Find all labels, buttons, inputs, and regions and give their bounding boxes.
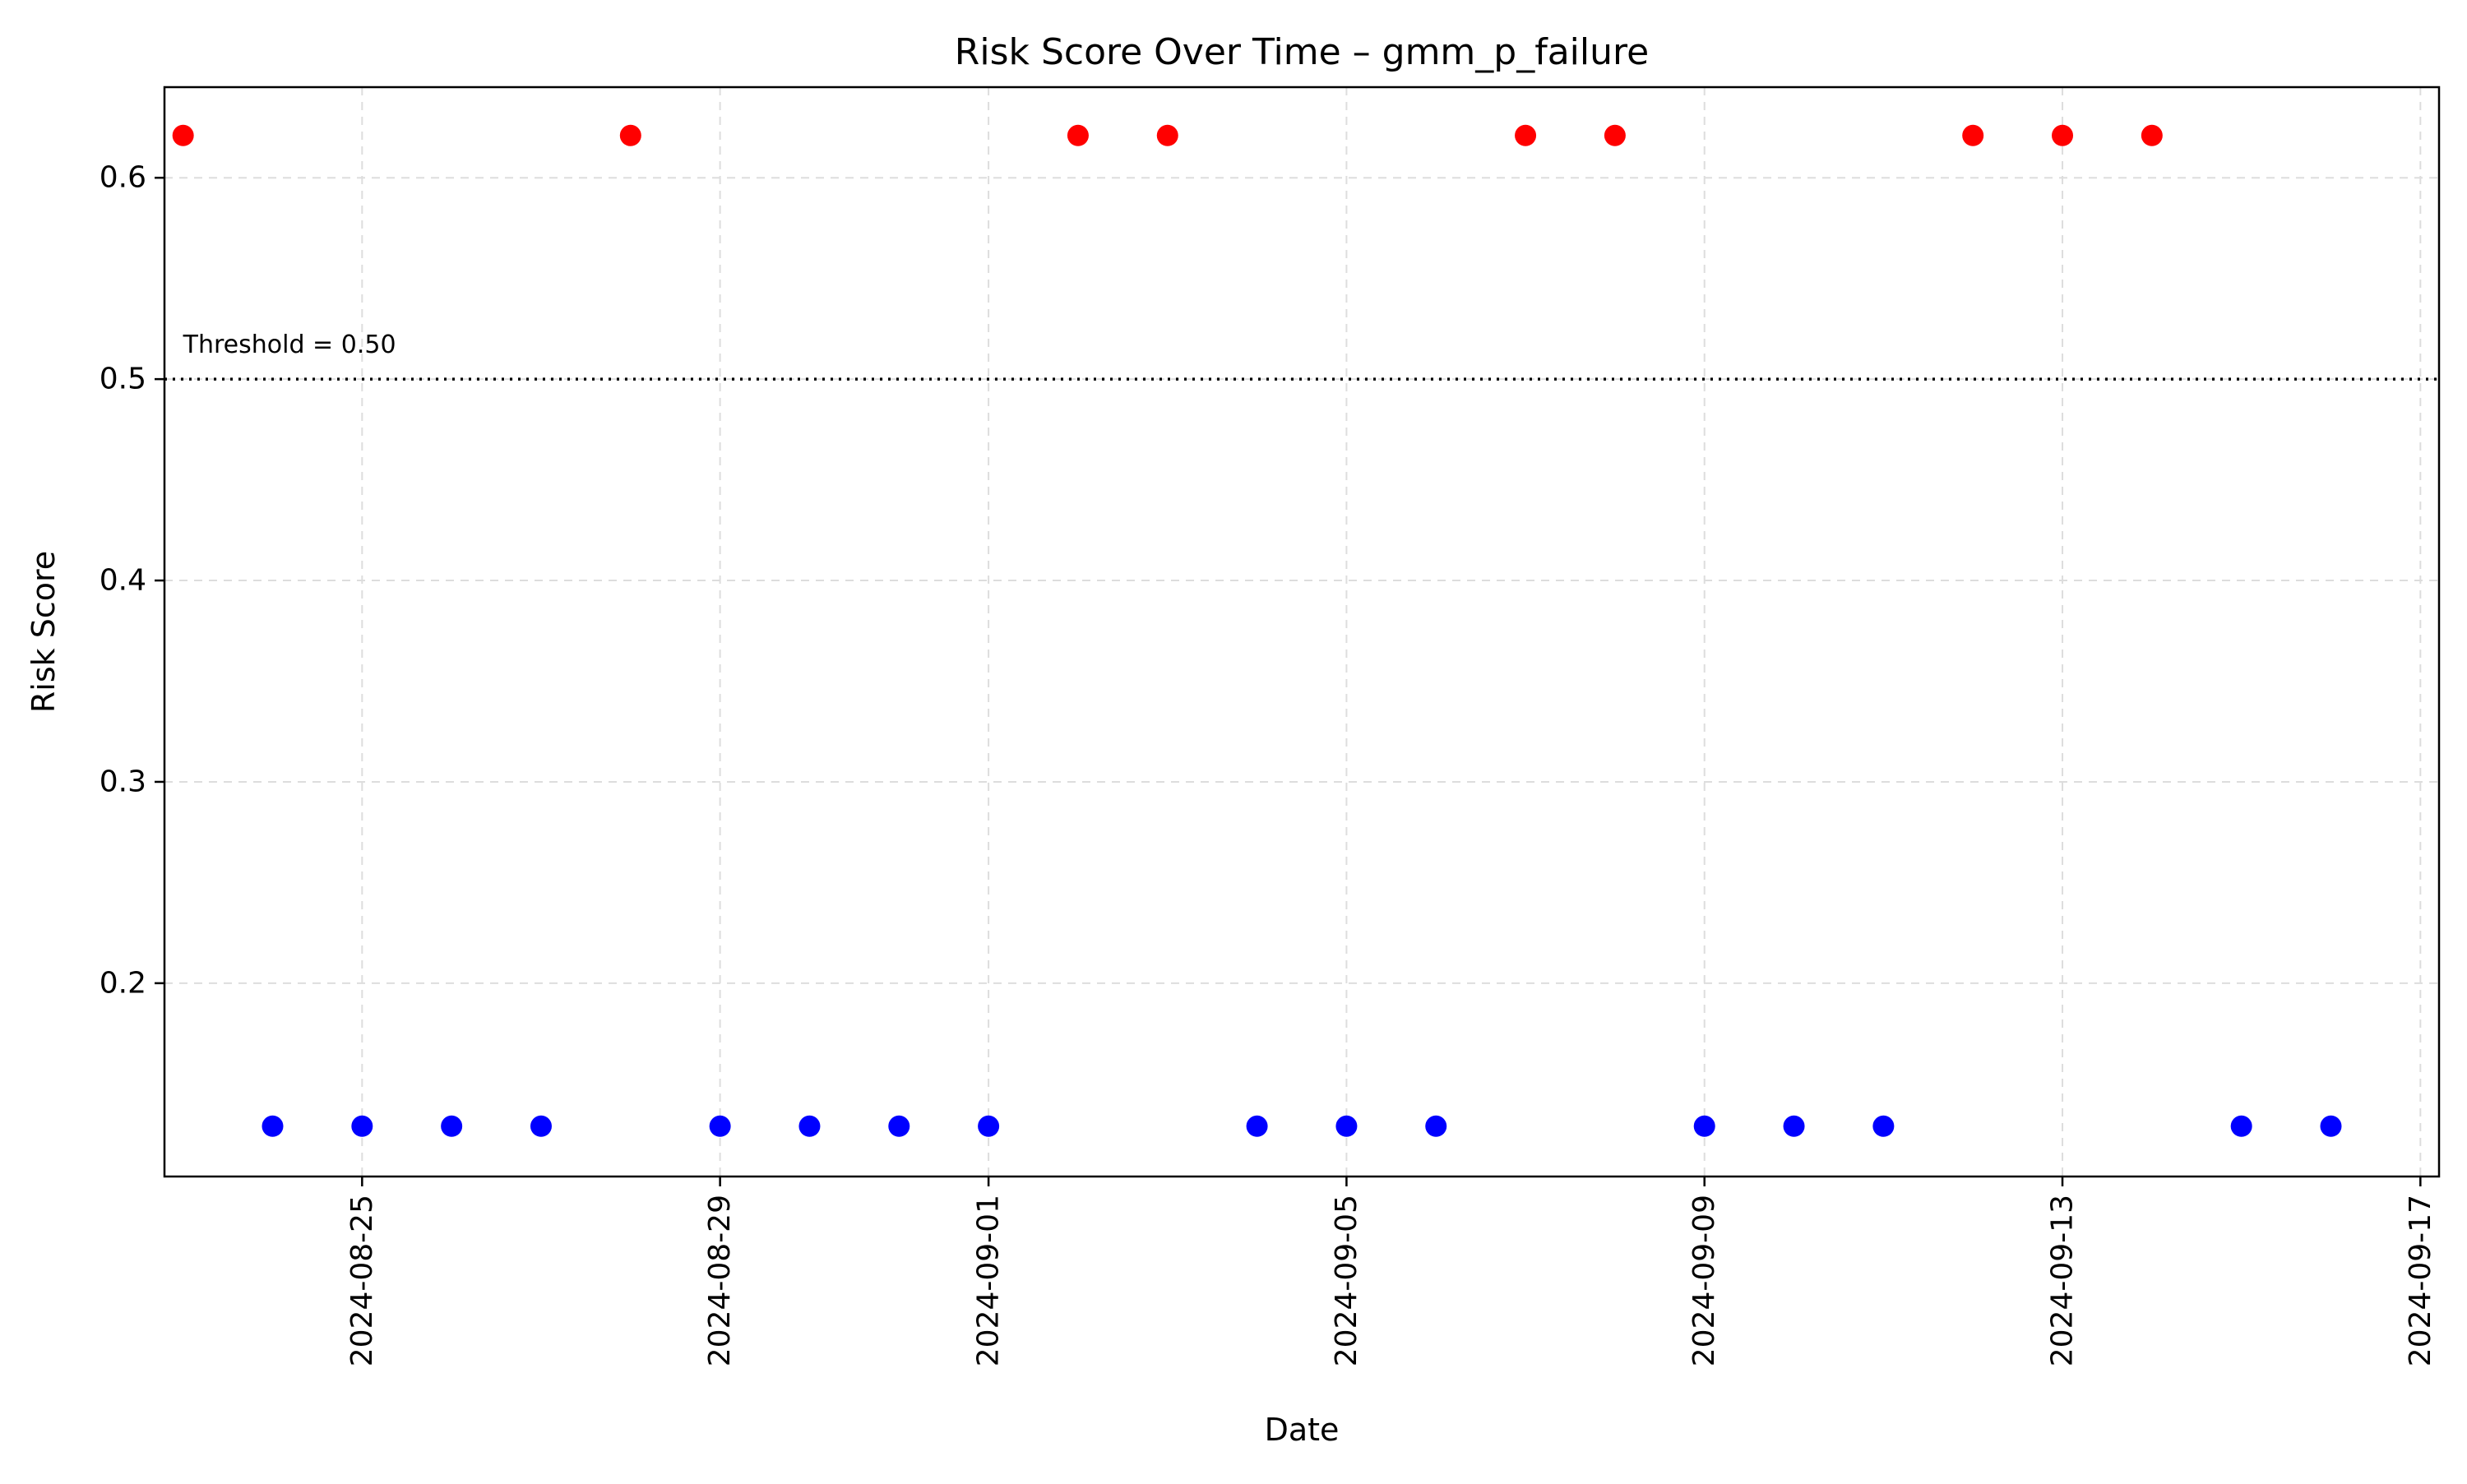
data-point-high-risk <box>1962 124 1984 146</box>
data-point-high-risk <box>172 124 194 146</box>
data-point-low-risk <box>441 1115 463 1137</box>
data-point-low-risk <box>1335 1115 1358 1137</box>
y-axis-label: Risk Score <box>25 551 62 713</box>
points-layer <box>172 124 2342 1137</box>
data-point-high-risk <box>2052 124 2074 146</box>
y-tick-label: 0.5 <box>100 363 146 396</box>
data-point-low-risk <box>530 1115 552 1137</box>
data-point-low-risk <box>1783 1115 1805 1137</box>
data-point-low-risk <box>1872 1115 1895 1137</box>
data-point-low-risk <box>888 1115 910 1137</box>
y-axis-ticks: 0.2 0.3 0.4 0.5 0.6 <box>100 161 164 1000</box>
data-point-low-risk <box>1425 1115 1447 1137</box>
data-point-low-risk <box>978 1115 1000 1137</box>
x-tick-label: 2024-09-13 <box>2046 1195 2080 1366</box>
chart-title: Risk Score Over Time – gmm_p_failure <box>955 31 1649 73</box>
data-point-low-risk <box>262 1115 284 1137</box>
x-tick-label: 2024-09-17 <box>2404 1195 2437 1366</box>
data-point-low-risk <box>709 1115 731 1137</box>
data-point-low-risk <box>351 1115 373 1137</box>
data-point-low-risk <box>1693 1115 1715 1137</box>
x-tick-label: 2024-08-29 <box>703 1195 737 1366</box>
x-tick-label: 2024-09-05 <box>1330 1195 1363 1366</box>
data-point-high-risk <box>2141 124 2163 146</box>
data-point-low-risk <box>1246 1115 1268 1137</box>
grid-layer <box>164 87 2439 1177</box>
data-point-high-risk <box>1067 124 1089 146</box>
data-point-high-risk <box>619 124 641 146</box>
x-axis-label: Date <box>1265 1412 1340 1448</box>
x-axis-ticks: 2024-08-25 2024-08-29 2024-09-01 2024-09-05… <box>345 1177 2437 1366</box>
x-tick-label: 2024-09-01 <box>972 1195 1006 1366</box>
plot-frame <box>163 86 2441 1178</box>
y-tick-label: 0.6 <box>100 161 146 195</box>
y-tick-label: 0.3 <box>100 765 146 798</box>
y-tick-label: 0.4 <box>100 564 146 598</box>
x-tick-label: 2024-08-25 <box>345 1195 379 1366</box>
data-point-low-risk <box>798 1115 821 1137</box>
data-point-high-risk <box>1515 124 1537 146</box>
data-point-high-risk <box>1156 124 1178 146</box>
data-point-high-risk <box>1604 124 1626 146</box>
y-tick-label: 0.2 <box>100 966 146 1000</box>
x-tick-label: 2024-09-09 <box>1687 1195 1721 1366</box>
data-point-low-risk <box>2230 1115 2252 1137</box>
data-point-low-risk <box>2320 1115 2342 1137</box>
threshold-label: Threshold = 0.50 <box>183 331 396 359</box>
